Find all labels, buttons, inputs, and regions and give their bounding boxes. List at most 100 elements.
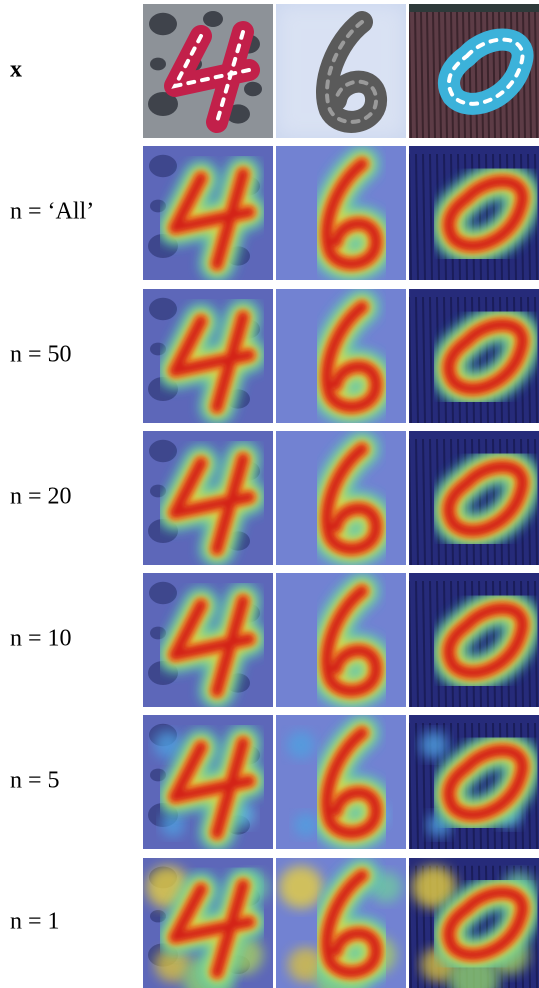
texture xyxy=(415,580,419,707)
texture xyxy=(150,626,166,640)
texture xyxy=(415,153,419,280)
image-panel xyxy=(409,858,539,988)
heat-layer xyxy=(170,169,254,269)
image-panel xyxy=(143,858,273,988)
texture xyxy=(150,768,166,782)
heat-layer xyxy=(170,312,254,412)
texture xyxy=(150,484,166,498)
texture xyxy=(409,296,412,423)
image-panel xyxy=(143,715,273,849)
heat-noise xyxy=(412,865,456,909)
texture xyxy=(420,11,424,138)
texture xyxy=(468,11,472,138)
texture xyxy=(422,153,426,280)
texture xyxy=(244,81,262,97)
heat-layer xyxy=(322,159,381,269)
texture xyxy=(149,154,177,178)
heat-noise xyxy=(279,865,323,909)
texture xyxy=(534,722,538,849)
texture xyxy=(409,722,412,849)
texture xyxy=(432,11,436,138)
texture xyxy=(534,580,538,707)
texture xyxy=(409,865,412,988)
texture xyxy=(415,722,419,849)
image-panel xyxy=(276,146,406,280)
heat-layer xyxy=(170,880,254,977)
heat-layer xyxy=(322,444,381,554)
image-panel xyxy=(276,573,406,707)
heat-layer xyxy=(170,454,254,554)
heat-layer xyxy=(444,604,527,678)
row-label: x xyxy=(10,57,22,83)
texture xyxy=(150,57,166,71)
heat-noise xyxy=(154,731,182,759)
heat-noise xyxy=(155,947,191,983)
texture xyxy=(534,438,538,565)
texture xyxy=(422,296,426,423)
texture xyxy=(414,11,418,138)
texture xyxy=(149,12,177,36)
texture xyxy=(149,439,177,463)
texture xyxy=(415,438,419,565)
image-panel xyxy=(409,146,539,280)
digit-pattern xyxy=(171,30,251,124)
texture xyxy=(534,153,538,280)
row-label: n = 5 xyxy=(10,768,60,794)
heat-layer xyxy=(322,586,381,696)
texture xyxy=(429,153,433,280)
texture xyxy=(422,580,426,707)
texture xyxy=(150,910,166,923)
texture xyxy=(534,296,538,423)
image-panel xyxy=(276,4,406,138)
heat-layer xyxy=(444,746,527,820)
image-panel xyxy=(409,4,539,138)
row-label: n = 20 xyxy=(10,484,72,510)
heat-layer xyxy=(322,871,381,977)
texture xyxy=(422,438,426,565)
texture xyxy=(149,297,177,321)
texture xyxy=(474,11,478,138)
heat-noise xyxy=(420,731,448,759)
texture xyxy=(149,581,177,605)
texture xyxy=(150,342,166,356)
heat-layer xyxy=(444,888,527,960)
row-label: n = 10 xyxy=(10,626,72,652)
row-label: n = ‘All’ xyxy=(10,199,94,225)
heat-layer xyxy=(444,462,527,536)
texture xyxy=(429,438,433,565)
texture xyxy=(462,11,466,138)
image-panel xyxy=(143,4,273,138)
heat-noise xyxy=(287,731,315,759)
texture xyxy=(409,438,412,565)
heat-layer xyxy=(170,596,254,696)
image-panel xyxy=(409,715,539,849)
texture xyxy=(409,4,539,12)
texture xyxy=(528,11,532,138)
texture xyxy=(409,153,412,280)
texture xyxy=(415,296,419,423)
image-panel xyxy=(409,289,539,423)
image-panel xyxy=(276,858,406,988)
image-panel xyxy=(409,573,539,707)
texture xyxy=(534,11,538,138)
heat-noise xyxy=(161,813,185,837)
texture xyxy=(409,580,412,707)
row-label: n = 1 xyxy=(10,909,60,935)
digit-pattern xyxy=(447,37,525,106)
image-panel xyxy=(276,289,406,423)
image-panel xyxy=(143,431,273,565)
image-panel xyxy=(143,289,273,423)
texture xyxy=(150,199,166,213)
image-panel xyxy=(143,573,273,707)
heat-layer xyxy=(322,302,381,412)
texture xyxy=(203,11,223,27)
digit-pattern xyxy=(325,20,379,124)
texture xyxy=(409,11,412,138)
heat-layer xyxy=(444,177,527,251)
texture xyxy=(148,92,178,116)
heat-layer xyxy=(322,728,381,838)
image-panel xyxy=(143,146,273,280)
image-panel xyxy=(276,431,406,565)
